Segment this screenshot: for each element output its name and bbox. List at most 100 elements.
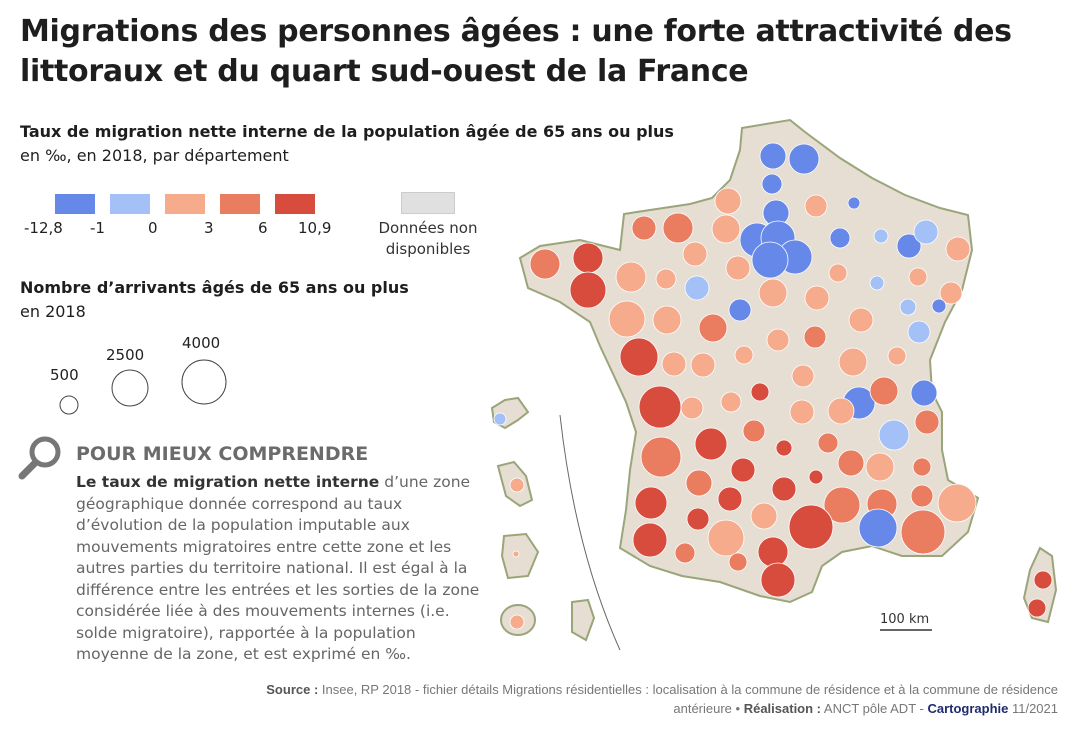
legend-swatch-0 (55, 194, 95, 214)
department-circle (728, 552, 748, 572)
department-circle (939, 281, 963, 305)
size-legend-title-rest: en 2018 (20, 302, 86, 321)
department-circle (512, 550, 520, 558)
department-circle (858, 508, 898, 548)
department-circle (775, 439, 793, 457)
department-circle (682, 241, 708, 267)
department-circle (910, 484, 934, 508)
department-circle (913, 219, 939, 245)
department-circle (873, 228, 889, 244)
source-label: Source : (266, 682, 319, 697)
department-circle (766, 328, 790, 352)
department-circle (652, 305, 682, 335)
department-circle (865, 452, 895, 482)
no-data-swatch (401, 192, 455, 214)
department-circle (694, 427, 728, 461)
size-legend-title-bold: Nombre d’arrivants âgés de 65 ans ou plu… (20, 278, 409, 297)
explain-term: Le taux de migration nette interne (76, 473, 380, 491)
source-note: Source : Insee, RP 2018 - fichier détail… (258, 680, 1058, 718)
department-circle (899, 298, 917, 316)
department-circle (717, 486, 743, 512)
department-circle (720, 391, 742, 413)
department-circle (711, 214, 741, 244)
department-circle (771, 476, 797, 502)
department-circle (750, 382, 770, 402)
department-circle (509, 614, 525, 630)
size-circle-4000 (181, 359, 227, 405)
department-circle (789, 399, 815, 425)
department-circle (714, 187, 742, 215)
scale-label: 100 km (880, 612, 930, 627)
realisation-text: ANCT pôle ADT - (821, 701, 928, 716)
department-circle (751, 241, 789, 279)
department-circle (640, 436, 682, 478)
department-circle (698, 313, 728, 343)
department-circle (734, 345, 754, 365)
department-circle (619, 337, 659, 377)
explain-heading: POUR MIEUX COMPRENDRE (76, 443, 369, 465)
explain-body: d’une zone géographique donnée correspon… (76, 473, 480, 663)
guyane (500, 532, 540, 580)
department-circle (509, 477, 525, 493)
department-circle (728, 298, 752, 322)
department-circle (690, 352, 716, 378)
department-circle (674, 542, 696, 564)
department-circle (742, 419, 766, 443)
department-circle (569, 271, 607, 309)
department-circle (896, 233, 922, 259)
department-circle (686, 507, 710, 531)
department-circle (914, 409, 940, 435)
department-circle (684, 275, 710, 301)
legend-tick: 10,9 (298, 219, 332, 237)
department-circle (910, 379, 938, 407)
department-circle (759, 142, 787, 170)
department-circle (1027, 598, 1047, 618)
department-circle (634, 486, 668, 520)
department-circle (662, 212, 694, 244)
department-circle (900, 509, 946, 555)
explain-text: Le taux de migration nette interne d’une… (76, 472, 481, 666)
department-circle (887, 346, 907, 366)
legend-swatch-4 (275, 194, 315, 214)
department-circle (869, 275, 885, 291)
department-circle (631, 215, 657, 241)
department-circle (908, 267, 928, 287)
department-circle (680, 396, 704, 420)
department-circle (661, 351, 687, 377)
department-circle (808, 469, 824, 485)
department-circle (707, 519, 745, 557)
rate-legend-title: Taux de migration nette interne de la po… (20, 120, 674, 168)
department-circle (912, 457, 932, 477)
department-circle (750, 502, 778, 530)
size-label-500: 500 (50, 366, 79, 384)
department-circle (817, 432, 839, 454)
department-circle (791, 364, 815, 388)
size-legend-title: Nombre d’arrivants âgés de 65 ans ou plu… (20, 276, 409, 324)
department-circle (685, 469, 713, 497)
department-circle (493, 412, 507, 426)
legend-tick: 6 (258, 219, 268, 237)
source-text: Insee, RP 2018 - fichier détails Migrati… (318, 682, 1058, 716)
rate-legend-title-bold: Taux de migration nette interne de la po… (20, 122, 674, 141)
legend-swatch-2 (165, 194, 205, 214)
magnifier-icon (18, 436, 61, 480)
department-circle (730, 457, 756, 483)
department-circle (632, 522, 668, 558)
inset-separator (559, 414, 621, 651)
department-circle (907, 320, 931, 344)
department-circle (931, 298, 947, 314)
department-circle (638, 385, 682, 429)
department-circle (878, 419, 910, 451)
department-circle (572, 242, 604, 274)
department-circles (493, 142, 1053, 630)
department-circle (945, 236, 971, 262)
department-circle (837, 449, 865, 477)
department-circle (608, 300, 646, 338)
size-label-4000: 4000 (182, 334, 221, 352)
map-title: Migrations des personnes âgées : une for… (20, 14, 1012, 89)
size-legend-circles (59, 359, 227, 415)
department-circle (529, 248, 561, 280)
legend-swatch-1 (110, 194, 150, 214)
department-circle (827, 397, 855, 425)
department-circle (829, 227, 851, 249)
